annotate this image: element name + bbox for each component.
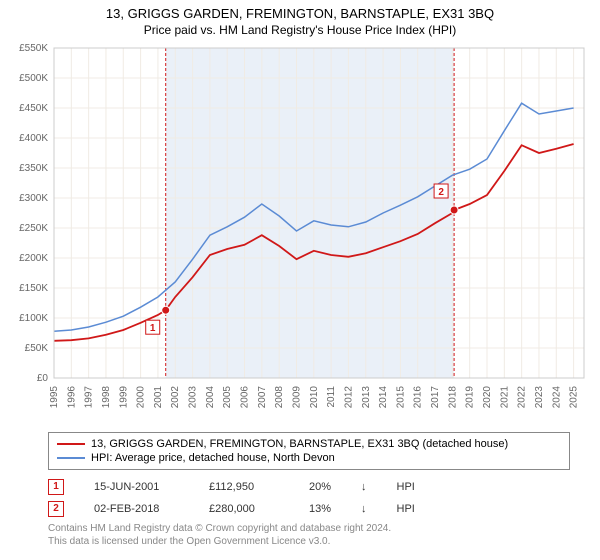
svg-text:2020: 2020 (482, 386, 493, 409)
svg-text:£450K: £450K (19, 103, 48, 114)
svg-text:2023: 2023 (534, 386, 545, 409)
svg-text:1996: 1996 (66, 386, 77, 409)
footer-line: This data is licensed under the Open Gov… (48, 535, 391, 548)
legend-item: HPI: Average price, detached house, Nort… (57, 451, 561, 465)
marker-pct: 20% (309, 481, 331, 493)
marker-date: 15-JUN-2001 (94, 481, 179, 493)
svg-text:2007: 2007 (257, 386, 268, 409)
svg-text:£100K: £100K (19, 313, 48, 324)
svg-text:£50K: £50K (25, 343, 49, 354)
svg-text:£250K: £250K (19, 223, 48, 234)
svg-text:2012: 2012 (343, 386, 354, 409)
svg-text:2005: 2005 (222, 386, 233, 409)
marker-table: 1 15-JUN-2001 £112,950 20% ↓ HPI 2 02-FE… (48, 476, 552, 520)
marker-hpi: HPI (397, 481, 415, 493)
svg-text:1997: 1997 (84, 386, 95, 409)
svg-text:2018: 2018 (447, 386, 458, 409)
page-subtitle: Price paid vs. HM Land Registry's House … (0, 21, 600, 37)
svg-text:2011: 2011 (326, 386, 337, 408)
svg-text:2021: 2021 (499, 386, 510, 409)
page-title: 13, GRIGGS GARDEN, FREMINGTON, BARNSTAPL… (0, 0, 600, 21)
svg-text:2022: 2022 (517, 386, 528, 409)
svg-text:2024: 2024 (551, 386, 562, 409)
marker-date: 02-FEB-2018 (94, 503, 179, 515)
legend-item: 13, GRIGGS GARDEN, FREMINGTON, BARNSTAPL… (57, 437, 561, 451)
legend-swatch (57, 457, 85, 459)
svg-text:2001: 2001 (153, 386, 164, 409)
marker-num-icon: 1 (48, 479, 64, 495)
svg-text:2017: 2017 (430, 386, 441, 409)
svg-text:1995: 1995 (49, 386, 60, 409)
svg-text:2002: 2002 (170, 386, 181, 409)
marker-row: 2 02-FEB-2018 £280,000 13% ↓ HPI (48, 498, 552, 520)
legend: 13, GRIGGS GARDEN, FREMINGTON, BARNSTAPL… (48, 432, 570, 470)
svg-text:2016: 2016 (413, 386, 424, 409)
svg-text:2008: 2008 (274, 386, 285, 409)
svg-text:2013: 2013 (361, 386, 372, 409)
arrow-down-icon: ↓ (361, 481, 367, 493)
svg-text:£500K: £500K (19, 73, 48, 84)
marker-row: 1 15-JUN-2001 £112,950 20% ↓ HPI (48, 476, 552, 498)
marker-price: £280,000 (209, 503, 279, 515)
svg-text:2025: 2025 (569, 386, 580, 409)
legend-label: 13, GRIGGS GARDEN, FREMINGTON, BARNSTAPL… (91, 438, 508, 450)
svg-text:2015: 2015 (395, 386, 406, 409)
svg-text:1999: 1999 (118, 386, 129, 409)
svg-text:£0: £0 (37, 373, 49, 384)
marker-num-icon: 2 (48, 501, 64, 517)
marker-price: £112,950 (209, 481, 279, 493)
marker-hpi: HPI (397, 503, 415, 515)
svg-text:£350K: £350K (19, 163, 48, 174)
arrow-down-icon: ↓ (361, 503, 367, 515)
svg-text:£400K: £400K (19, 133, 48, 144)
price-chart: £0 £50K £100K £150K £200K £250K £300K £350K £400… (8, 42, 592, 422)
svg-text:£200K: £200K (19, 253, 48, 264)
svg-text:2019: 2019 (465, 386, 476, 409)
svg-text:1: 1 (150, 323, 156, 334)
svg-text:2003: 2003 (188, 386, 199, 409)
svg-text:£300K: £300K (19, 193, 48, 204)
legend-label: HPI: Average price, detached house, Nort… (91, 452, 335, 464)
footer-attribution: Contains HM Land Registry data © Crown c… (48, 522, 391, 548)
footer-line: Contains HM Land Registry data © Crown c… (48, 522, 391, 535)
svg-text:1998: 1998 (101, 386, 112, 409)
svg-text:2004: 2004 (205, 386, 216, 409)
marker-pct: 13% (309, 503, 331, 515)
legend-swatch (57, 443, 85, 445)
svg-text:2000: 2000 (136, 386, 147, 409)
svg-text:2006: 2006 (240, 386, 251, 409)
svg-text:2010: 2010 (309, 386, 320, 409)
svg-text:£550K: £550K (19, 43, 48, 54)
svg-text:2: 2 (438, 187, 444, 198)
svg-text:2014: 2014 (378, 386, 389, 409)
svg-text:2009: 2009 (291, 386, 302, 409)
svg-text:£150K: £150K (19, 283, 48, 294)
